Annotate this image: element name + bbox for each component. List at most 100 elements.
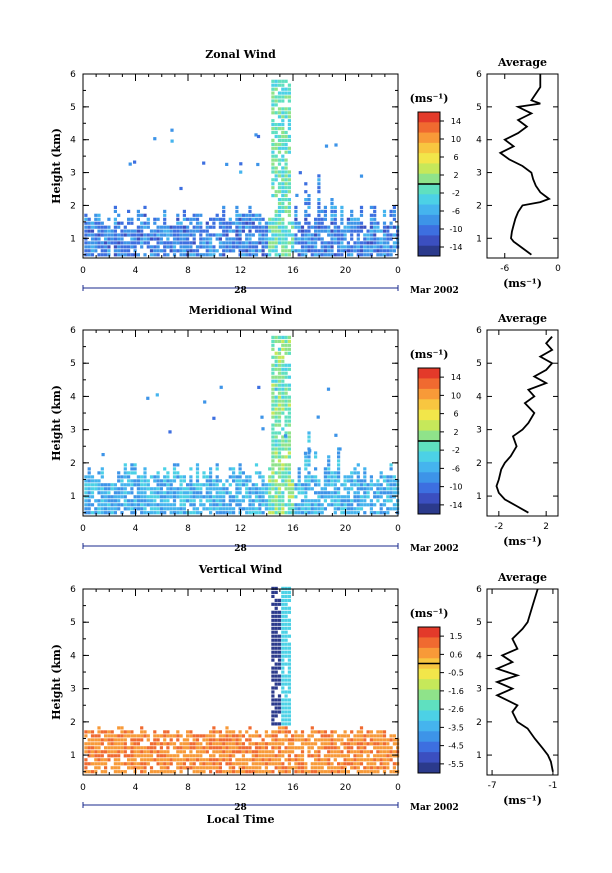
- x-tick-label: 0: [395, 266, 401, 276]
- heatmap-cell: [261, 225, 265, 229]
- heatmap-cell: [90, 225, 95, 229]
- heatmap-cell: [251, 750, 255, 754]
- heatmap-cell: [94, 499, 98, 503]
- heatmap-cell: [271, 225, 275, 229]
- heatmap-cell: [366, 750, 370, 754]
- heatmap-cell: [320, 503, 324, 507]
- heatmap-cell: [366, 770, 370, 774]
- heatmap-cell: [281, 602, 285, 606]
- heatmap-cell: [376, 738, 380, 742]
- heatmap-cell: [268, 249, 272, 253]
- heatmap-cell: [163, 245, 167, 249]
- heatmap-cell: [140, 738, 144, 742]
- heatmap-cell: [346, 491, 350, 495]
- heatmap-cell: [245, 758, 249, 762]
- heatmap-cell: [284, 367, 288, 371]
- heatmap-cell: [386, 483, 390, 487]
- heatmap-cell: [284, 335, 288, 339]
- heatmap-cell: [300, 487, 305, 491]
- heatmap-cell: [84, 221, 88, 225]
- heatmap-cell: [182, 233, 186, 237]
- heatmap-cell: [373, 483, 377, 487]
- heatmap-cell: [87, 467, 91, 471]
- heatmap-cell: [353, 754, 357, 758]
- heatmap-cell: [113, 253, 117, 257]
- heatmap-cell: [340, 233, 344, 237]
- heatmap-cell: [277, 127, 282, 131]
- heatmap-cell: [291, 479, 295, 483]
- heatmap-cell: [120, 229, 124, 233]
- y-tick-label: 6: [70, 326, 76, 336]
- heatmap-cell: [284, 475, 288, 479]
- heatmap-cell: [127, 754, 131, 758]
- heatmap-cell: [274, 491, 278, 495]
- colorbar-swatch: [418, 441, 440, 452]
- heatmap-cell: [212, 495, 216, 499]
- heatmap-cell: [297, 471, 301, 475]
- heatmap-cell: [389, 221, 393, 225]
- heatmap-cell: [179, 475, 183, 479]
- heatmap-cell: [284, 662, 288, 666]
- heatmap-cell: [143, 499, 147, 503]
- heatmap-cell: [212, 479, 216, 483]
- x-tick-label: 20: [340, 524, 352, 534]
- heatmap-cell: [203, 400, 207, 404]
- heatmap-cell: [300, 762, 305, 766]
- heatmap-cell: [274, 146, 278, 150]
- heatmap-cell: [123, 734, 127, 738]
- heatmap-cell: [176, 734, 180, 738]
- heatmap-cell: [343, 495, 347, 499]
- heatmap-cell: [307, 237, 311, 241]
- heatmap-cell: [169, 762, 173, 766]
- heatmap-cell: [284, 674, 288, 678]
- heatmap-cell: [195, 467, 200, 471]
- heatmap-cell: [159, 491, 163, 495]
- heatmap-cell: [379, 766, 383, 770]
- colorbar-tick-label: 0.6: [450, 650, 463, 659]
- heatmap-cell: [307, 487, 311, 491]
- heatmap-cell: [90, 734, 95, 738]
- heatmap-cell: [284, 111, 288, 115]
- heatmap-cell: [271, 415, 275, 419]
- heatmap-cell: [277, 339, 282, 343]
- heatmap-cell: [212, 245, 216, 249]
- heatmap-cell: [169, 245, 173, 249]
- heatmap-cell: [277, 115, 282, 119]
- heatmap-cell: [90, 491, 95, 495]
- heatmap-cell: [281, 590, 285, 594]
- heatmap-cell: [369, 503, 373, 507]
- heatmap-cell: [232, 734, 236, 738]
- heatmap-cell: [287, 387, 291, 391]
- heatmap-cell: [333, 758, 337, 762]
- colorbar-swatch: [418, 679, 440, 691]
- y-tick-label: 6: [70, 585, 76, 595]
- heatmap-cell: [94, 245, 98, 249]
- heatmap-cell: [172, 479, 177, 483]
- y-tick-label: 2: [70, 718, 76, 728]
- heatmap-cell: [100, 249, 104, 253]
- heatmap-cell: [235, 770, 239, 774]
- heatmap-cell: [163, 221, 167, 225]
- heatmap-cell: [248, 225, 252, 229]
- heatmap-cell: [225, 229, 229, 233]
- heatmap-cell: [104, 483, 108, 487]
- heatmap-cell: [291, 738, 295, 742]
- heatmap-cell: [218, 511, 222, 515]
- heatmap-cell: [386, 225, 390, 229]
- heatmap-cell: [84, 237, 88, 241]
- heatmap-cell: [222, 217, 226, 221]
- heatmap-cell: [222, 507, 226, 511]
- heatmap-cell: [284, 407, 288, 411]
- heatmap-cell: [343, 758, 347, 762]
- heatmap-cell: [209, 507, 213, 511]
- heatmap-cell: [281, 134, 285, 139]
- heatmap-cell: [271, 339, 275, 343]
- heatmap-cell: [159, 225, 163, 229]
- heatmap-cell: [287, 375, 291, 379]
- heatmap-cell: [268, 221, 272, 225]
- heatmap-cell: [356, 511, 360, 515]
- heatmap-cell: [327, 483, 331, 487]
- heatmap-cell: [84, 734, 88, 738]
- heatmap-cell: [153, 479, 157, 483]
- heatmap-cell: [117, 225, 121, 229]
